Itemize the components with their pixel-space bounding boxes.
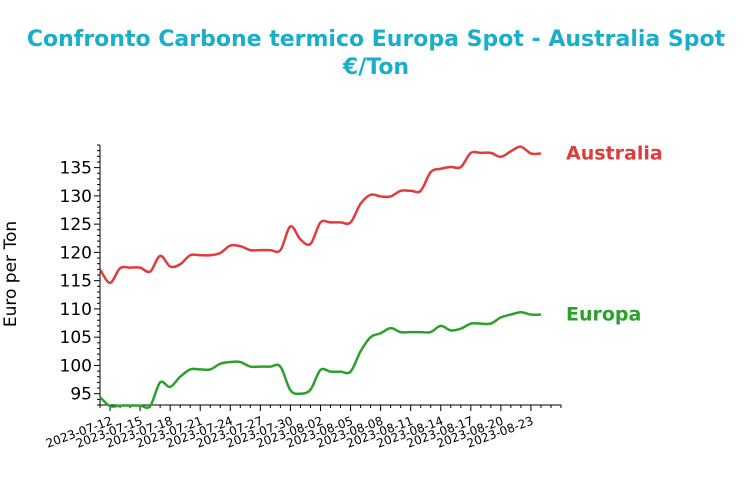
x-axis: 2023-07-122023-07-152023-07-182023-07-21… [44, 404, 562, 451]
y-tick-label: 120 [60, 243, 92, 263]
y-axis: 95 100 105 110 115 120 125 130 135 [60, 144, 101, 406]
y-tick-label: 130 [60, 187, 92, 207]
series-label-australia: Australia [566, 142, 663, 164]
series-label-europa: Europa [566, 304, 641, 326]
y-tick-label: 95 [70, 385, 92, 405]
y-tick-label: 110 [60, 300, 92, 320]
y-tick-label: 100 [60, 356, 92, 376]
series-lines [98, 145, 542, 409]
y-tick-label: 125 [60, 215, 92, 235]
series-line-europa [99, 311, 541, 409]
chart-title-line1: Confronto Carbone termico Europa Spot - … [26, 27, 726, 52]
y-tick-label: 135 [60, 159, 92, 179]
y-tick-label: 105 [60, 328, 92, 348]
y-tick-label: 115 [60, 272, 92, 292]
chart-title-line2: €/Ton [342, 55, 410, 80]
y-axis-label: Euro per Ton [1, 221, 21, 327]
series-labels: Australia Europa [566, 142, 663, 325]
series-line-australia [98, 145, 542, 285]
chart-title: Confronto Carbone termico Europa Spot - … [0, 26, 752, 82]
